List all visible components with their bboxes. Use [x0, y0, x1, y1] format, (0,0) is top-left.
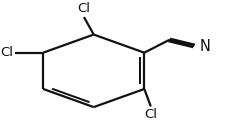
Text: Cl: Cl [77, 2, 90, 15]
Text: Cl: Cl [0, 46, 13, 59]
Text: Cl: Cl [144, 108, 157, 121]
Text: N: N [199, 39, 210, 54]
